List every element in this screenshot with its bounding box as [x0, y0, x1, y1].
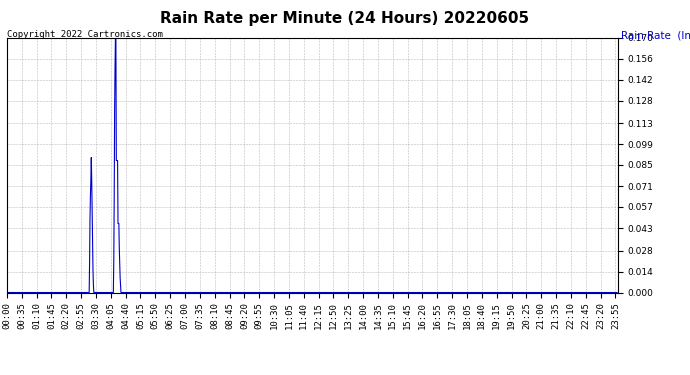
Text: Rain Rate  (Inches/Hour): Rain Rate (Inches/Hour) — [621, 30, 690, 40]
Text: Rain Rate per Minute (24 Hours) 20220605: Rain Rate per Minute (24 Hours) 20220605 — [161, 11, 529, 26]
Text: Copyright 2022 Cartronics.com: Copyright 2022 Cartronics.com — [7, 30, 163, 39]
